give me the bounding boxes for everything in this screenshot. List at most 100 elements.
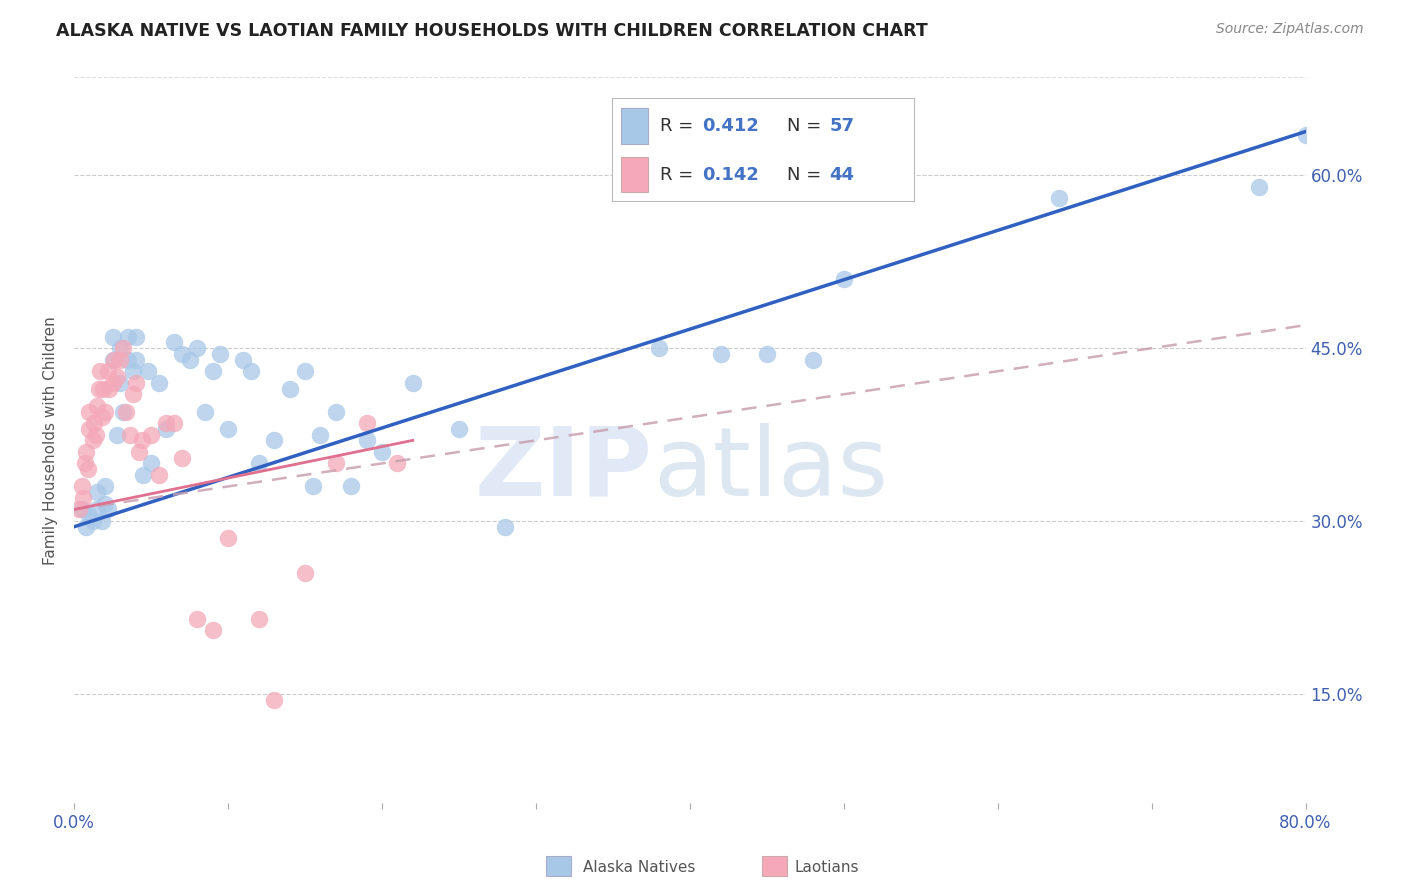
Point <box>263 692 285 706</box>
Text: atlas: atlas <box>652 423 889 516</box>
Point <box>186 341 208 355</box>
Point <box>325 457 347 471</box>
Text: Source: ZipAtlas.com: Source: ZipAtlas.com <box>1216 22 1364 37</box>
Point <box>163 416 186 430</box>
Point <box>121 364 143 378</box>
Point <box>232 352 254 367</box>
Point <box>217 422 239 436</box>
Point <box>86 502 108 516</box>
Text: Alaska Natives: Alaska Natives <box>583 860 696 874</box>
Text: N =: N = <box>787 166 827 184</box>
Text: R =: R = <box>659 117 699 135</box>
Point <box>217 531 239 545</box>
Point <box>148 467 170 482</box>
Point <box>447 422 470 436</box>
Point <box>494 520 516 534</box>
Point <box>209 347 232 361</box>
Point <box>86 485 108 500</box>
Point <box>648 341 671 355</box>
Point <box>70 479 93 493</box>
Point <box>325 404 347 418</box>
Point <box>97 502 120 516</box>
Point <box>371 445 394 459</box>
Point <box>73 457 96 471</box>
Point <box>755 347 778 361</box>
Point <box>294 364 316 378</box>
Point <box>94 479 117 493</box>
Point <box>278 382 301 396</box>
Point <box>402 376 425 390</box>
Point <box>132 467 155 482</box>
Text: N =: N = <box>787 117 827 135</box>
Point <box>340 479 363 493</box>
Point <box>1249 180 1271 194</box>
Point <box>387 457 409 471</box>
FancyBboxPatch shape <box>620 157 648 193</box>
Point <box>79 508 101 523</box>
Point <box>105 370 128 384</box>
Text: ALASKA NATIVE VS LAOTIAN FAMILY HOUSEHOLDS WITH CHILDREN CORRELATION CHART: ALASKA NATIVE VS LAOTIAN FAMILY HOUSEHOL… <box>56 22 928 40</box>
Point <box>201 364 224 378</box>
Point <box>103 352 125 367</box>
Point <box>115 404 138 418</box>
Point <box>118 427 141 442</box>
Point <box>240 364 263 378</box>
Point <box>124 352 146 367</box>
Point <box>148 376 170 390</box>
Point <box>1047 191 1070 205</box>
Point <box>79 404 101 418</box>
Point <box>72 491 94 505</box>
Point <box>294 566 316 580</box>
Point <box>263 434 285 448</box>
Point <box>86 399 108 413</box>
Point <box>98 382 121 396</box>
Point <box>89 364 111 378</box>
Point <box>124 376 146 390</box>
Point <box>309 427 332 442</box>
Point <box>128 445 150 459</box>
Point <box>155 422 177 436</box>
Point <box>75 445 97 459</box>
Point <box>110 376 132 390</box>
Point <box>101 329 124 343</box>
Point <box>136 364 159 378</box>
Point <box>112 404 135 418</box>
Point <box>201 624 224 638</box>
Point <box>155 416 177 430</box>
Point <box>163 335 186 350</box>
Y-axis label: Family Households with Children: Family Households with Children <box>44 316 58 565</box>
Point <box>79 422 101 436</box>
Point <box>117 352 139 367</box>
Point <box>139 427 162 442</box>
Point <box>90 410 112 425</box>
Point <box>139 457 162 471</box>
Point <box>84 427 107 442</box>
Point <box>710 347 733 361</box>
Point <box>356 416 378 430</box>
Point <box>247 612 270 626</box>
Point <box>356 434 378 448</box>
Point <box>83 416 105 430</box>
Point <box>77 462 100 476</box>
Text: R =: R = <box>659 166 699 184</box>
Point <box>97 364 120 378</box>
Point <box>124 329 146 343</box>
Point <box>82 514 104 528</box>
Text: 44: 44 <box>830 166 855 184</box>
Text: 57: 57 <box>830 117 855 135</box>
Point <box>832 272 855 286</box>
Point <box>801 352 824 367</box>
Point <box>94 497 117 511</box>
Point <box>301 479 323 493</box>
Point <box>194 404 217 418</box>
Point <box>1295 128 1317 142</box>
Point <box>110 341 132 355</box>
Point <box>186 612 208 626</box>
Point <box>112 341 135 355</box>
Point <box>121 387 143 401</box>
Point <box>131 434 153 448</box>
Text: Laotians: Laotians <box>794 860 859 874</box>
Text: ZIP: ZIP <box>475 423 652 516</box>
Point <box>247 457 270 471</box>
Point <box>179 352 201 367</box>
